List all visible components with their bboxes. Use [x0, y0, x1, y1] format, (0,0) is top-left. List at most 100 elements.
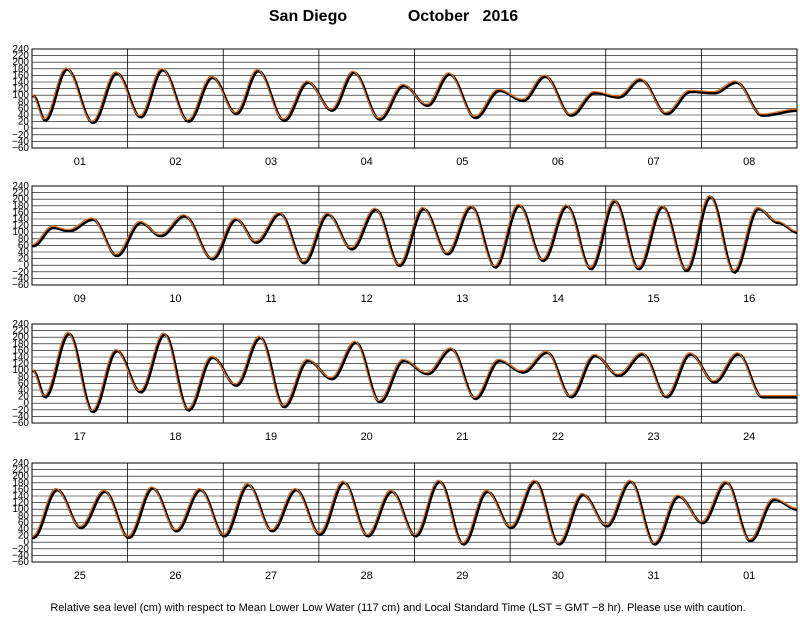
panel-frame: [31, 48, 798, 149]
y-tick-label: 140: [12, 491, 29, 502]
y-tick-label: 200: [12, 471, 29, 482]
y-tick-label: 80: [18, 97, 30, 108]
y-tick-label: 220: [12, 51, 29, 62]
y-tick-label: 160: [12, 345, 29, 356]
y-tick-label: 60: [18, 103, 30, 114]
y-tick-label: 160: [12, 484, 29, 495]
y-tick-label: −20: [12, 544, 29, 555]
y-tick-label: 0: [23, 123, 29, 134]
y-tick-label: 100: [12, 504, 29, 515]
y-tick-label: −40: [12, 411, 29, 422]
panel-frame: [31, 323, 798, 424]
y-tick-label: 100: [12, 90, 29, 101]
y-tick-label: 20: [18, 117, 30, 128]
y-tick-label: 20: [18, 392, 30, 403]
y-tick-label: −20: [12, 267, 29, 278]
x-tick-label: 17: [74, 431, 86, 443]
y-tick-label: 140: [12, 352, 29, 363]
x-tick-label: 11: [265, 293, 276, 305]
tide-panel: 240220200180160140120100806040200−20−40−…: [12, 181, 798, 305]
y-tick-label: 180: [12, 64, 29, 75]
tide-panel: 240220200180160140120100806040200−20−40−…: [12, 458, 798, 582]
x-tick-label: 22: [552, 431, 564, 443]
y-tick-label: 180: [12, 201, 29, 212]
y-tick-label: 240: [12, 319, 29, 330]
x-tick-label: 18: [169, 431, 181, 443]
predicted-series-line: [32, 194, 797, 272]
y-tick-label: 140: [12, 77, 29, 88]
x-tick-label: 27: [265, 570, 277, 582]
y-tick-label: 0: [23, 398, 29, 409]
y-tick-label: −40: [12, 550, 29, 561]
y-tick-label: 200: [12, 57, 29, 68]
y-tick-label: 20: [18, 254, 30, 265]
predicted-series-line: [32, 67, 797, 122]
y-tick-label: −20: [12, 130, 29, 141]
x-tick-label: 09: [74, 293, 86, 305]
y-tick-label: 160: [12, 207, 29, 218]
predicted-series-line: [32, 331, 797, 412]
y-tick-label: 40: [18, 524, 30, 535]
y-tick-label: −60: [12, 280, 29, 291]
panel-frame: [31, 185, 798, 286]
x-tick-label: 26: [169, 570, 181, 582]
x-tick-label: 05: [456, 156, 468, 168]
x-tick-label: 20: [361, 431, 373, 443]
x-tick-label: 02: [169, 156, 181, 168]
y-tick-label: 100: [12, 365, 29, 376]
y-tick-label: 100: [12, 227, 29, 238]
x-tick-label: 30: [552, 570, 564, 582]
x-tick-label: 16: [743, 293, 755, 305]
observed-series-line: [32, 480, 797, 546]
y-tick-label: 220: [12, 465, 29, 476]
y-tick-label: −40: [12, 273, 29, 284]
y-tick-label: 180: [12, 478, 29, 489]
y-tick-label: 200: [12, 194, 29, 205]
observed-series-line: [32, 195, 797, 274]
x-tick-label: 01: [74, 156, 86, 168]
x-tick-label: 07: [647, 156, 659, 168]
y-tick-label: 60: [18, 378, 30, 389]
y-tick-label: 200: [12, 332, 29, 343]
x-tick-label: 29: [456, 570, 468, 582]
y-tick-label: 180: [12, 339, 29, 350]
y-tick-label: 60: [18, 517, 30, 528]
x-tick-label: 04: [361, 156, 373, 168]
y-tick-label: 40: [18, 385, 30, 396]
predicted-series-line: [32, 479, 797, 544]
x-tick-label: 19: [265, 431, 277, 443]
y-tick-label: −40: [12, 136, 29, 147]
y-tick-label: 80: [18, 372, 30, 383]
y-tick-label: 40: [18, 247, 30, 258]
x-tick-label: 10: [169, 293, 181, 305]
tide-panel: 240220200180160140120100806040200−20−40−…: [12, 319, 798, 443]
y-tick-label: 80: [18, 234, 30, 245]
y-tick-label: 240: [12, 458, 29, 469]
x-tick-label: 24: [743, 431, 755, 443]
x-tick-label: 14: [552, 293, 564, 305]
tide-panel: 240220200180160140120100806040200−20−40−…: [12, 44, 798, 168]
x-tick-label: 28: [361, 570, 373, 582]
x-tick-label: 15: [647, 293, 659, 305]
y-tick-label: 160: [12, 70, 29, 81]
x-tick-label: 25: [74, 570, 86, 582]
y-tick-label: 220: [12, 188, 29, 199]
y-tick-label: −60: [12, 557, 29, 568]
y-tick-label: 140: [12, 214, 29, 225]
y-tick-label: 80: [18, 511, 30, 522]
y-tick-label: −60: [12, 418, 29, 429]
y-tick-label: 60: [18, 240, 30, 251]
y-tick-label: −20: [12, 405, 29, 416]
x-tick-label: 21: [456, 431, 468, 443]
x-tick-label: 31: [647, 570, 659, 582]
x-tick-label: 06: [552, 156, 564, 168]
y-tick-label: 20: [18, 531, 30, 542]
x-tick-label: 23: [647, 431, 659, 443]
x-tick-label: 08: [743, 156, 755, 168]
tide-panels: 240220200180160140120100806040200−20−40−…: [12, 44, 798, 582]
y-tick-label: 120: [12, 498, 29, 509]
y-tick-label: 240: [12, 181, 29, 192]
x-tick-label: 12: [361, 293, 373, 305]
y-tick-label: 120: [12, 84, 29, 95]
